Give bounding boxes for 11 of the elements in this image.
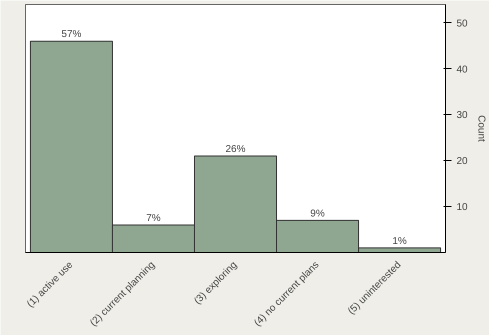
annotation: 7%	[146, 212, 161, 224]
annotation: 1%	[392, 236, 407, 247]
annotation: 57%	[61, 29, 82, 40]
y-tick-label: 50	[456, 18, 468, 30]
y-tick-label: 30	[456, 110, 468, 122]
annotation: 9%	[310, 208, 325, 220]
y-tick-label: 40	[456, 64, 468, 76]
y-tick-label: 20	[456, 156, 468, 168]
annotation: 26%	[225, 144, 246, 156]
y-axis-title: Count	[476, 115, 487, 142]
y-tick-label: 10	[456, 202, 468, 214]
